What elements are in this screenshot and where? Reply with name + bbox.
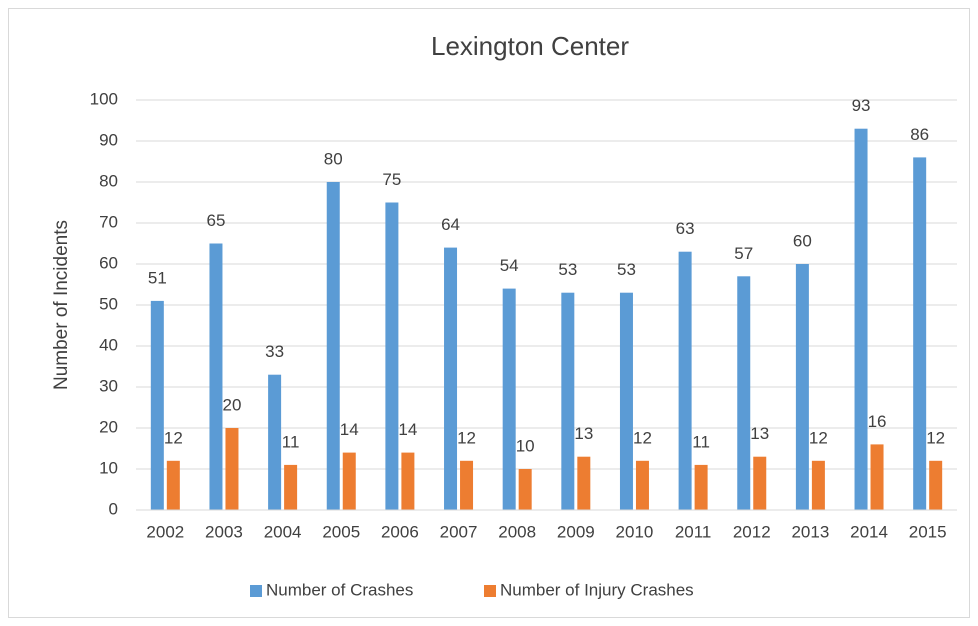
data-label: 13: [750, 424, 769, 443]
x-tick-label: 2010: [616, 522, 654, 541]
x-tick-label: 2014: [850, 522, 888, 541]
data-label: 20: [223, 395, 242, 414]
bar: [870, 444, 884, 510]
y-tick-label: 70: [99, 212, 118, 231]
x-tick-label: 2009: [557, 522, 595, 541]
data-label: 14: [398, 420, 417, 439]
data-label: 54: [500, 256, 519, 275]
y-axis-label: Number of Incidents: [51, 220, 72, 390]
y-tick-label: 0: [109, 499, 118, 518]
data-label: 11: [282, 432, 300, 451]
y-tick-label: 90: [99, 130, 118, 149]
data-label: 12: [926, 428, 945, 447]
bar: [444, 247, 458, 510]
bar: [502, 288, 516, 510]
bar: [753, 456, 767, 510]
bar: [268, 374, 282, 510]
bar: [284, 464, 298, 510]
data-label: 51: [148, 268, 167, 287]
bar: [166, 460, 180, 510]
data-label: 12: [633, 428, 652, 447]
bar: [577, 456, 591, 510]
x-tick-label: 2011: [675, 522, 712, 541]
data-label: 11: [692, 432, 710, 451]
chart-title: Lexington Center: [431, 31, 629, 61]
chart-frame: [8, 8, 970, 618]
data-label: 86: [910, 125, 929, 144]
y-tick-label: 40: [99, 335, 118, 354]
legend-label: Number of Injury Crashes: [500, 580, 694, 599]
data-label: 12: [164, 428, 183, 447]
bar: [385, 202, 399, 510]
bar: [635, 460, 649, 510]
x-tick-label: 2013: [791, 522, 829, 541]
data-label: 53: [558, 260, 577, 279]
data-label: 60: [793, 231, 812, 250]
bar: [795, 264, 809, 510]
y-tick-label: 60: [99, 253, 118, 272]
bar: [150, 300, 164, 510]
data-label: 75: [382, 170, 401, 189]
y-tick-label: 10: [99, 458, 118, 477]
x-tick-label: 2006: [381, 522, 419, 541]
data-label: 65: [207, 211, 226, 230]
y-tick-label: 50: [99, 294, 118, 313]
y-tick-label: 80: [99, 171, 118, 190]
bar: [854, 128, 868, 510]
x-tick-label: 2015: [909, 522, 947, 541]
bar: [694, 464, 708, 510]
data-label: 63: [676, 219, 695, 238]
legend-swatch: [484, 585, 496, 597]
data-label: 33: [265, 342, 284, 361]
x-tick-label: 2002: [146, 522, 184, 541]
x-tick-label: 2007: [440, 522, 478, 541]
bar: [737, 276, 751, 510]
data-label: 12: [809, 428, 828, 447]
data-label: 80: [324, 149, 343, 168]
y-tick-label: 100: [90, 89, 118, 108]
bar: [460, 460, 474, 510]
y-tick-label: 30: [99, 376, 118, 395]
bar: [929, 460, 943, 510]
x-tick-label: 2008: [498, 522, 536, 541]
x-tick-label: 2005: [322, 522, 360, 541]
bar: [401, 452, 415, 510]
data-label: 10: [516, 436, 535, 455]
bar: [518, 469, 532, 510]
bar: [561, 292, 575, 510]
bar: [342, 452, 356, 510]
data-label: 93: [852, 96, 871, 115]
bar: [811, 460, 825, 510]
y-tick-label: 20: [99, 417, 118, 436]
legend-swatch: [250, 585, 262, 597]
data-label: 16: [868, 412, 887, 431]
x-tick-label: 2004: [264, 522, 302, 541]
data-label: 64: [441, 215, 460, 234]
bar: [209, 243, 223, 510]
x-tick-label: 2003: [205, 522, 243, 541]
data-label: 57: [734, 244, 753, 263]
data-label: 14: [340, 420, 359, 439]
legend-label: Number of Crashes: [266, 580, 413, 599]
x-tick-label: 2012: [733, 522, 771, 541]
data-label: 53: [617, 260, 636, 279]
bar: [678, 251, 692, 510]
bar: [913, 157, 927, 510]
data-label: 13: [574, 424, 593, 443]
data-label: 12: [457, 428, 476, 447]
bar: [225, 428, 239, 510]
bar: [326, 182, 340, 510]
bar: [619, 292, 633, 510]
